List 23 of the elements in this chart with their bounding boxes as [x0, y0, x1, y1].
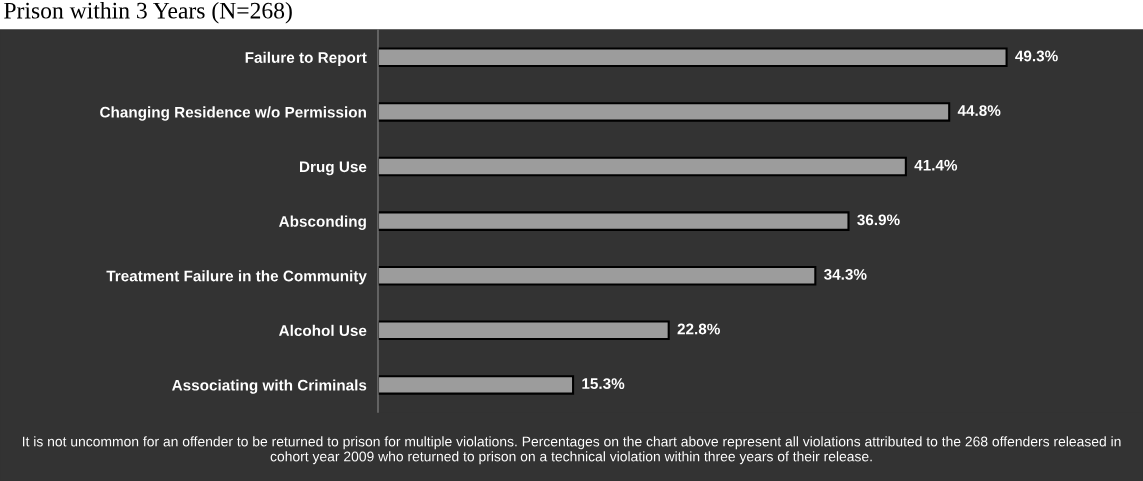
text: It is not uncommon for an offender to be returned to prison for multiple violations. Percentages on the chart above represent all violations attributed to the 268 offenders released in cohort year 2009 who returned to prison on a technical violation within three years of their release. [22, 436, 1121, 465]
bar [378, 211, 850, 231]
bar [378, 102, 951, 122]
data-label: 15.3% [582, 378, 625, 390]
y-tick-label: Alcohol Use [278, 324, 367, 336]
bar [378, 47, 1008, 68]
data-label: 34.3% [824, 268, 867, 280]
y-tick-label: Changing Residence w/o Permission [100, 106, 366, 121]
y-tick-label: Drug Use [300, 161, 367, 176]
bar [378, 320, 670, 341]
data-label: 41.4% [914, 159, 958, 171]
data-label: 44.8% [957, 105, 1001, 116]
y-tick-label: Absconding [279, 215, 366, 230]
y-tick-label: Failure to Report [245, 51, 367, 67]
y-tick-label: Associating with Criminals [172, 379, 367, 394]
bar [378, 375, 575, 395]
data-label: 22.8% [677, 323, 720, 335]
y-tick-label: Treatment Failure in the Community [106, 270, 367, 285]
data-label: 49.3% [1015, 50, 1058, 62]
text: Prison within 3 Years (N=268) [4, 2, 292, 24]
bar [378, 156, 907, 177]
bar [378, 265, 817, 286]
data-label: 36.9% [857, 214, 900, 226]
